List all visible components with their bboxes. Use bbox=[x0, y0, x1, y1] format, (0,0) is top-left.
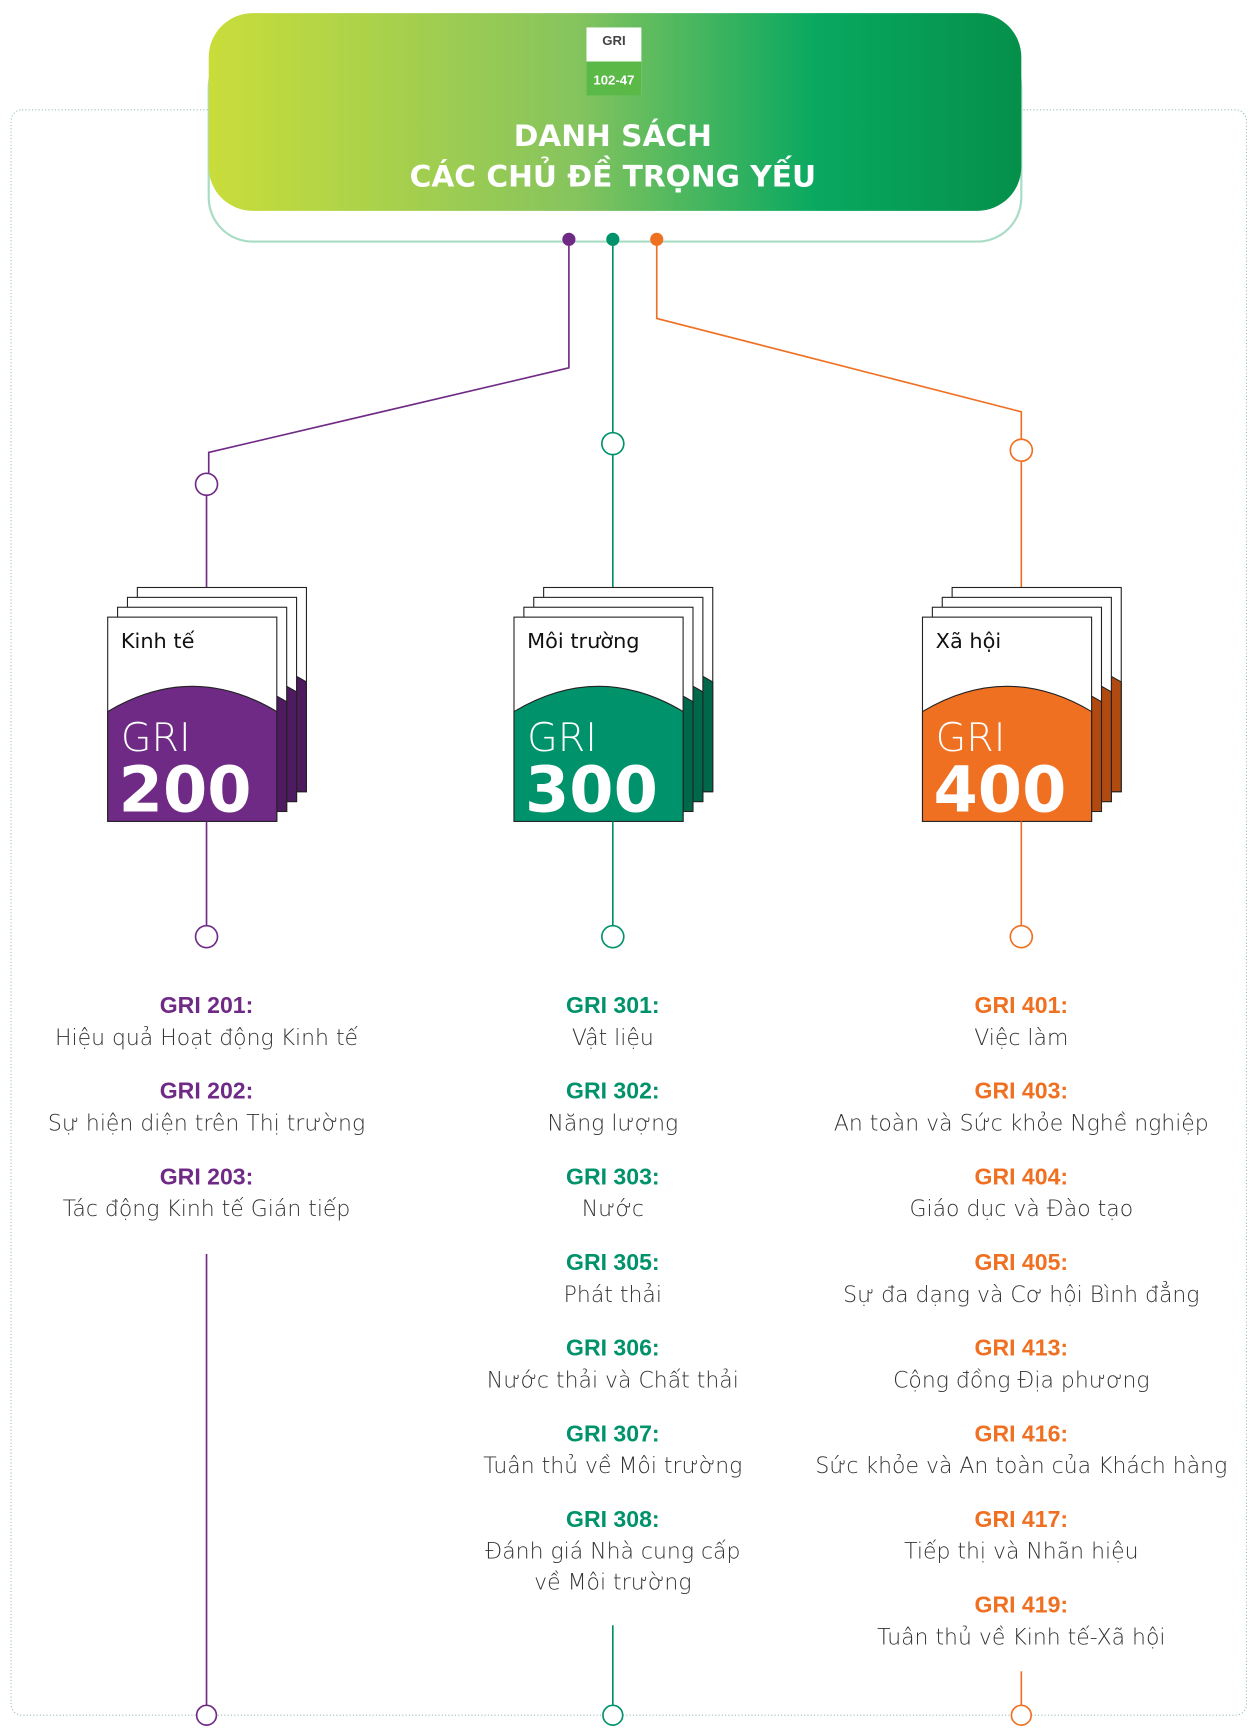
item-code: GRI 302: bbox=[566, 1078, 660, 1104]
book-number: 400 bbox=[933, 753, 1066, 827]
book-number: 300 bbox=[525, 753, 658, 827]
item-name: An toàn và Sức khỏe Nghề nghiệp bbox=[834, 1111, 1209, 1136]
connector bbox=[209, 239, 569, 473]
item-name: Phát thải bbox=[564, 1283, 662, 1308]
connector bbox=[657, 239, 1022, 439]
title-line: DANH SÁCH bbox=[514, 118, 712, 153]
item-name: Tuân thủ về Môi trường bbox=[483, 1454, 742, 1479]
item-name: Đánh giá Nhà cung cấp bbox=[485, 1540, 740, 1565]
item-code: GRI 308: bbox=[566, 1506, 660, 1532]
item-code: GRI 404: bbox=[975, 1163, 1069, 1189]
item-code: GRI 403: bbox=[975, 1078, 1069, 1104]
item-name: Tuân thủ về Kinh tế-Xã hội bbox=[877, 1625, 1165, 1650]
item-code: GRI 401: bbox=[975, 992, 1069, 1018]
node bbox=[603, 1705, 623, 1725]
item-name: về Môi trường bbox=[534, 1570, 691, 1595]
item-name: Hiệu quả Hoạt động Kinh tế bbox=[55, 1026, 359, 1051]
item-name: Cộng đồng Địa phương bbox=[893, 1368, 1149, 1393]
item-name: Năng lượng bbox=[547, 1111, 678, 1136]
item-name: Việc làm bbox=[974, 1026, 1068, 1051]
book-label: Môi trường bbox=[527, 629, 639, 653]
node bbox=[196, 473, 218, 495]
item-code: GRI 416: bbox=[975, 1420, 1069, 1446]
node bbox=[196, 926, 218, 948]
item-code: GRI 306: bbox=[566, 1335, 660, 1361]
book-number: 200 bbox=[119, 753, 252, 827]
diagram: GRI 102-47 DANH SÁCH CÁC CHỦ ĐỀ TRỌNG YẾ… bbox=[0, 0, 1252, 1735]
node bbox=[1010, 439, 1032, 461]
book-label: Xã hội bbox=[936, 629, 1001, 653]
title-line: CÁC CHỦ ĐỀ TRỌNG YẾU bbox=[410, 155, 816, 194]
badge-bottom-text: 102-47 bbox=[593, 73, 634, 88]
item-name: Tiếp thị và Nhãn hiệu bbox=[904, 1540, 1138, 1565]
item-name: Sức khỏe và An toàn của Khách hàng bbox=[815, 1454, 1227, 1479]
item-name: Tác động Kinh tế Gián tiếp bbox=[63, 1197, 351, 1222]
item-name: Sự hiện diện trên Thị trường bbox=[48, 1111, 365, 1136]
item-code: GRI 202: bbox=[160, 1078, 254, 1104]
item-name: Nước thải và Chất thải bbox=[487, 1368, 739, 1393]
dot bbox=[562, 233, 575, 246]
item-code: GRI 203: bbox=[160, 1163, 254, 1189]
node bbox=[1010, 926, 1032, 948]
item-code: GRI 417: bbox=[975, 1506, 1069, 1532]
item-code: GRI 419: bbox=[975, 1592, 1069, 1618]
item-code: GRI 305: bbox=[566, 1249, 660, 1275]
item-code: GRI 201: bbox=[160, 992, 254, 1018]
node bbox=[602, 926, 624, 948]
item-name: Vật liệu bbox=[572, 1026, 654, 1051]
item-code: GRI 307: bbox=[566, 1420, 660, 1446]
node bbox=[1011, 1705, 1031, 1725]
item-name: Giáo dục và Đào tạo bbox=[909, 1197, 1133, 1222]
dot bbox=[606, 233, 619, 246]
item-code: GRI 413: bbox=[975, 1335, 1069, 1361]
dot bbox=[650, 233, 663, 246]
item-code: GRI 405: bbox=[975, 1249, 1069, 1275]
item-code: GRI 301: bbox=[566, 992, 660, 1018]
node bbox=[602, 433, 624, 455]
badge-top-text: GRI bbox=[602, 33, 625, 48]
book-label: Kinh tế bbox=[121, 629, 195, 653]
item-code: GRI 303: bbox=[566, 1163, 660, 1189]
item-name: Nước bbox=[582, 1197, 644, 1222]
node bbox=[197, 1705, 217, 1725]
item-name: Sự đa dạng và Cơ hội Bình đẳng bbox=[843, 1281, 1199, 1308]
